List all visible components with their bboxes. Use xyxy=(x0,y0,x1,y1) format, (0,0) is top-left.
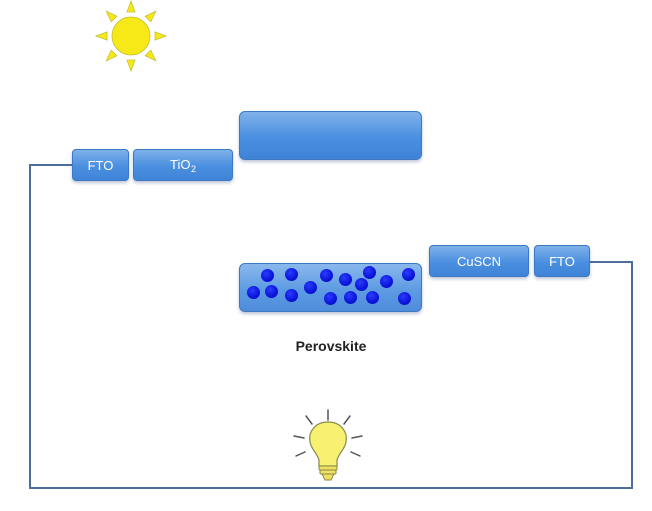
sun-icon xyxy=(94,0,168,73)
perovskite-particle xyxy=(339,273,352,286)
tio2-label: TiO2 xyxy=(170,157,196,174)
perovskite-particle xyxy=(402,268,415,281)
fto-layer-left: FTO xyxy=(72,149,129,181)
perovskite-particle xyxy=(285,289,298,302)
perovskite-label: Perovskite xyxy=(295,338,367,354)
perovskite-particle xyxy=(265,285,278,298)
perovskite-layer xyxy=(239,263,422,312)
perovskite-particle xyxy=(304,281,317,294)
empty-layer-slot xyxy=(239,111,422,160)
perovskite-particle xyxy=(285,268,298,281)
cuscn-label: CuSCN xyxy=(456,253,502,269)
perovskite-particle xyxy=(247,286,260,299)
perovskite-particle xyxy=(320,269,333,282)
tio2-layer: TiO2 xyxy=(133,149,233,181)
perovskite-particle xyxy=(398,292,411,305)
perovskite-particle xyxy=(324,292,337,305)
perovskite-particle xyxy=(261,269,274,282)
fto-right-label: FTO xyxy=(549,253,575,269)
perovskite-particle xyxy=(380,275,393,288)
fto-layer-right: FTO xyxy=(534,245,590,277)
perovskite-particle xyxy=(355,278,368,291)
perovskite-particle xyxy=(366,291,379,304)
perovskite-particle xyxy=(363,266,376,279)
tio2-subscript: 2 xyxy=(190,163,196,174)
light-bulb-icon xyxy=(293,409,363,481)
fto-left-label: FTO xyxy=(87,157,114,173)
perovskite-particle xyxy=(344,291,357,304)
cuscn-layer: CuSCN xyxy=(429,245,529,277)
tio2-label-base: TiO xyxy=(170,156,191,172)
